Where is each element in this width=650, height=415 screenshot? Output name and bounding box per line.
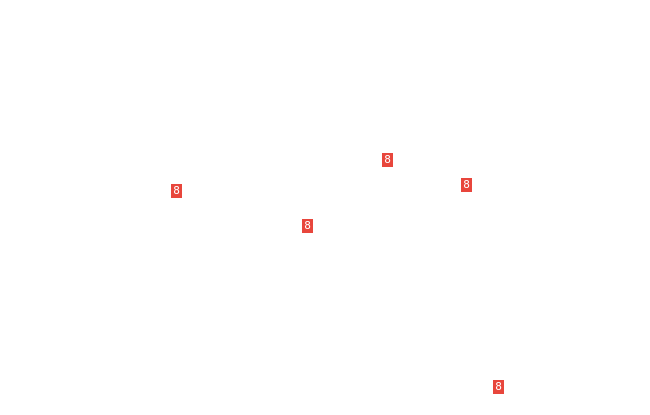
number-tile[interactable]: 8 [171, 184, 182, 198]
number-tile[interactable]: 8 [302, 219, 313, 233]
number-tile[interactable]: 8 [382, 153, 393, 167]
number-tile[interactable]: 8 [493, 380, 504, 394]
number-tile[interactable]: 8 [461, 178, 472, 192]
